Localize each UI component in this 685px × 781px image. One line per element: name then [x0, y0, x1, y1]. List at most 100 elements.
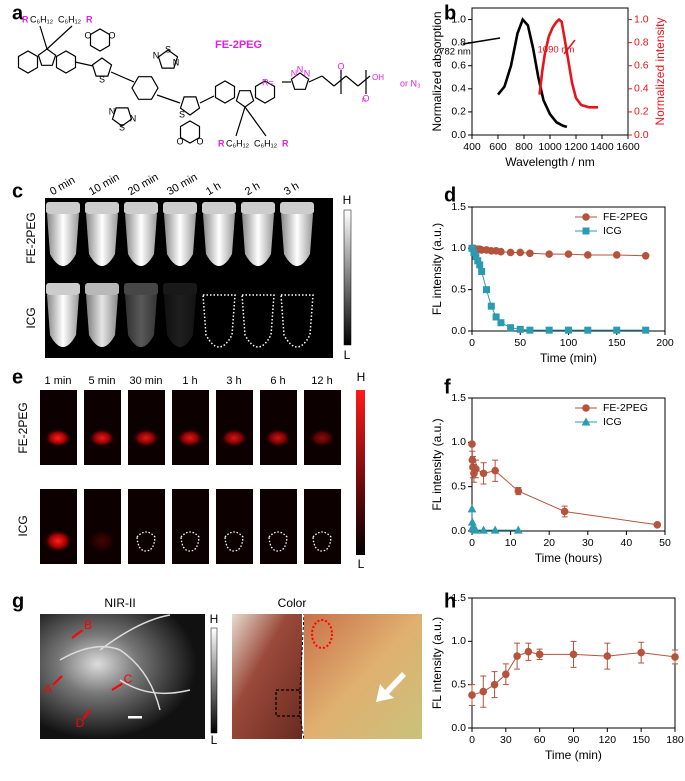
atom: O — [176, 136, 183, 146]
column-label: 6 h — [270, 375, 285, 387]
marker — [514, 487, 523, 495]
tube-cap — [163, 283, 197, 295]
column-label: 2 h — [243, 180, 262, 198]
image-cell — [304, 390, 341, 465]
x-tick-label: 10 — [505, 537, 517, 549]
marker — [569, 650, 578, 659]
colorbar-label: L — [211, 733, 218, 747]
x-axis-label: Wavelength / nm — [505, 155, 595, 169]
x-tick-label: 600 — [489, 141, 507, 153]
panel-label: b — [444, 2, 456, 24]
panel-label: e — [12, 366, 23, 388]
scale-bar — [128, 716, 142, 719]
marker — [502, 670, 510, 679]
marker — [582, 213, 590, 221]
bond — [357, 75, 371, 87]
row-label: ICG — [24, 307, 38, 328]
bond — [345, 75, 359, 87]
signal-outline — [180, 531, 200, 552]
tube-outline — [202, 294, 236, 348]
atom: S — [165, 44, 171, 54]
image-cell — [84, 390, 121, 465]
highlight — [311, 619, 333, 649]
y2-axis-label: Normalized intensity — [653, 17, 667, 125]
y-tick-label: 1.5 — [451, 201, 466, 213]
vessel — [59, 614, 191, 711]
column-label: 5 min — [89, 375, 116, 387]
y-tick-label: 0.5 — [451, 678, 466, 690]
tube — [125, 214, 157, 266]
white-arrow — [376, 672, 406, 702]
marker — [613, 326, 621, 334]
marker — [468, 440, 476, 448]
image-title: Color — [278, 596, 307, 610]
tube-cap — [124, 202, 158, 214]
tube — [164, 295, 196, 347]
marker — [467, 504, 477, 513]
panel-label: f — [444, 376, 451, 398]
y-tick-label: 0.2 — [451, 106, 466, 118]
column-label: 1 min — [45, 375, 72, 387]
image-cell — [304, 489, 341, 564]
column-label: 3 h — [226, 375, 241, 387]
image-cell — [216, 390, 253, 465]
x-axis-label: Time (hours) — [535, 551, 603, 565]
atom: S — [179, 109, 185, 119]
molecule-name: FE-2PEG — [215, 39, 262, 51]
y-axis-label: FL intensity (a.u.) — [430, 223, 444, 315]
marker-arrow — [52, 675, 63, 686]
bond — [199, 95, 215, 104]
signal — [44, 530, 72, 552]
marker-label: A — [44, 682, 52, 696]
tube — [47, 295, 79, 347]
x-tick-label: 60 — [534, 734, 546, 746]
tube — [164, 214, 196, 266]
signal — [221, 429, 247, 447]
y-tick-label: 1.5 — [451, 592, 466, 604]
bond-ring — [157, 49, 179, 69]
marker — [637, 648, 645, 657]
colorbar — [210, 627, 218, 734]
image-cell — [216, 489, 253, 564]
substituent: C₆H₁₂ — [30, 14, 54, 24]
tube — [203, 214, 235, 266]
colorbar — [356, 390, 365, 555]
tube-cap — [85, 283, 119, 295]
marker — [526, 249, 534, 258]
x-tick-label: 20 — [543, 537, 555, 549]
column-label: 0 min — [48, 174, 77, 198]
x-tick-label: 1400 — [590, 141, 614, 153]
bond — [308, 75, 323, 83]
marker — [497, 247, 505, 256]
tube-outline — [280, 294, 314, 348]
legend-label: FE-2PEG — [603, 402, 648, 414]
column-label: 3 h — [282, 180, 301, 198]
column-label: 1 h — [182, 375, 197, 387]
y-tick-label: 0.8 — [451, 36, 466, 48]
column-label: 30 min — [129, 375, 162, 387]
image-cell — [128, 390, 165, 465]
marker — [671, 653, 679, 661]
colorbar — [343, 209, 352, 346]
atom: O — [196, 136, 203, 146]
image-cell — [40, 390, 77, 465]
marker-arrow — [71, 629, 84, 639]
r-group-label: R= — [262, 77, 274, 87]
signal — [88, 530, 116, 552]
signal-outline — [312, 531, 332, 552]
bond — [235, 106, 246, 137]
atom: O — [337, 61, 344, 71]
annotation: 782 nm — [439, 47, 471, 58]
row-label: FE-2PEG — [16, 402, 30, 453]
image-cell — [172, 390, 209, 465]
image-cell — [260, 390, 297, 465]
x-tick-label: 400 — [463, 141, 481, 153]
tube-cap — [202, 202, 236, 214]
bond-ring — [131, 76, 159, 100]
bond-ring — [37, 48, 57, 66]
marker — [581, 417, 591, 426]
marker — [584, 251, 592, 259]
marker-arrow — [82, 709, 91, 720]
column-label: 10 min — [87, 171, 122, 198]
marker — [476, 261, 484, 269]
